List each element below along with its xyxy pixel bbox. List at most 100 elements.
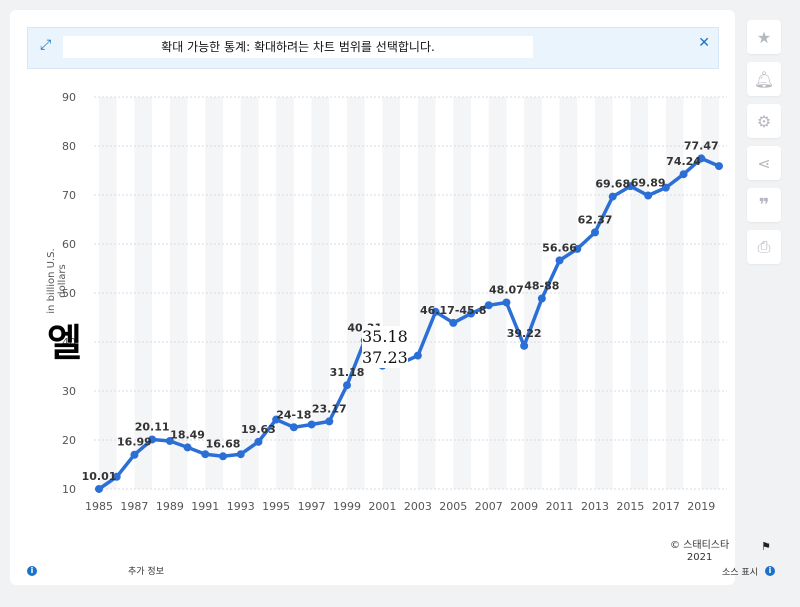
data-label: 31.18: [330, 366, 365, 379]
notification-button[interactable]: 🔔︎: [747, 62, 781, 96]
data-point: [413, 351, 422, 360]
y-tick-label: 80: [62, 140, 76, 153]
data-point: [219, 452, 227, 461]
y-tick-label: 20: [62, 434, 76, 447]
data-point: [201, 450, 210, 459]
x-tick-label: 1991: [191, 500, 219, 513]
plot-band: [240, 97, 259, 489]
x-tick-label: 1989: [156, 500, 184, 513]
data-point: [661, 183, 670, 192]
data-point: [183, 443, 192, 452]
copyright-line-1: © 스태티스타: [670, 540, 730, 551]
print-icon: ⎙: [757, 237, 771, 256]
data-point: [555, 256, 564, 265]
data-label: 56.66: [542, 241, 577, 254]
data-point: [165, 436, 174, 445]
x-tick-label: 2001: [368, 500, 396, 513]
data-label: 19.63: [241, 423, 276, 436]
data-point: [289, 423, 298, 432]
info-icon[interactable]: i: [765, 566, 775, 576]
y-tick-label: 30: [62, 385, 76, 398]
bookmark-button[interactable]: ★: [747, 20, 781, 54]
data-label: 77.47: [684, 139, 719, 152]
copyright: © 스태티스타 2021: [670, 540, 729, 564]
x-tick-label: 1997: [298, 500, 326, 513]
data-point: [95, 484, 103, 493]
share-button[interactable]: ⋖: [747, 146, 781, 180]
additional-info-link[interactable]: 추가 정보: [128, 567, 164, 577]
star-icon: ★: [756, 27, 772, 47]
data-label: 48.07: [489, 283, 524, 296]
x-tick-label: 1987: [120, 500, 148, 513]
data-point: [467, 309, 475, 318]
data-point: [626, 182, 635, 191]
y-tick-label: 60: [62, 238, 76, 251]
value-callout: 35.18 37.23: [362, 326, 408, 368]
flag-icon[interactable]: ⚑: [761, 540, 771, 553]
x-tick-label: 1995: [262, 500, 290, 513]
data-point: [679, 170, 688, 179]
x-tick-label: 2005: [439, 500, 467, 513]
data-point: [343, 381, 351, 390]
x-tick-label: 1999: [333, 500, 361, 513]
y-tick-label: 70: [62, 189, 76, 202]
x-tick-label: 2015: [616, 500, 644, 513]
x-tick-label: 2007: [475, 500, 503, 513]
data-label: 10.01: [82, 470, 117, 483]
cite-button[interactable]: ❞: [747, 188, 781, 222]
callout-line-2: 37.23: [362, 348, 408, 367]
copyright-line-2: 2021: [686, 552, 713, 563]
data-label: 69.89: [631, 177, 666, 190]
bell-icon: 🔔︎: [753, 69, 775, 89]
data-label: 18.49: [170, 428, 205, 441]
data-point: [502, 298, 511, 307]
data-point: [130, 450, 139, 459]
y-tick-label: 50: [62, 287, 76, 300]
callout-line-1: 35.18: [362, 327, 408, 346]
plot-band: [524, 97, 542, 489]
y-tick-label: 40: [62, 336, 76, 349]
expand-icon[interactable]: ⤢: [40, 37, 52, 53]
print-button[interactable]: ⎙: [747, 230, 781, 264]
data-point: [307, 420, 316, 429]
overlay-glyph: 엘: [47, 321, 82, 365]
x-tick-label: 1985: [85, 500, 113, 513]
data-point: [520, 341, 529, 350]
data-label: 39.22: [507, 327, 542, 340]
plot-band: [276, 97, 294, 489]
data-label: 16.68: [206, 437, 241, 450]
data-label: 46.17-45.8: [420, 304, 487, 317]
data-point: [449, 318, 458, 327]
data-label: 62.37: [578, 213, 613, 226]
data-label: 48-88: [524, 279, 559, 292]
share-icon: ⋖: [757, 153, 771, 173]
data-point: [148, 435, 157, 444]
data-point: [272, 415, 281, 424]
x-tick-label: 2017: [652, 500, 680, 513]
data-label: 16.99: [117, 436, 152, 449]
data-label: 23.17: [312, 402, 347, 415]
quote-icon: ❞: [758, 194, 770, 216]
data-point: [608, 192, 617, 201]
data-point: [431, 307, 440, 316]
data-point: [591, 228, 599, 237]
y-tick-label: 90: [62, 91, 76, 104]
x-tick-label: 2011: [546, 500, 574, 513]
info-icon[interactable]: i: [27, 566, 37, 576]
banner-text: 확대 가능한 통계: 확대하려는 차트 범위를 선택합니다.: [63, 36, 533, 58]
x-tick-label: 2019: [687, 500, 715, 513]
gear-icon: ⚙: [756, 111, 772, 131]
data-point: [697, 154, 706, 163]
data-point: [537, 294, 546, 303]
data-point: [325, 417, 334, 426]
close-icon[interactable]: ✕: [698, 35, 710, 51]
settings-button[interactable]: ⚙: [747, 104, 781, 138]
x-tick-label: 2003: [404, 500, 432, 513]
show-source-link[interactable]: 소스 표시: [722, 568, 758, 578]
x-tick-label: 2009: [510, 500, 538, 513]
data-point: [112, 472, 121, 481]
data-label: 74.24: [666, 155, 701, 168]
data-point: [484, 301, 493, 310]
data-label: 24-18: [276, 408, 311, 421]
